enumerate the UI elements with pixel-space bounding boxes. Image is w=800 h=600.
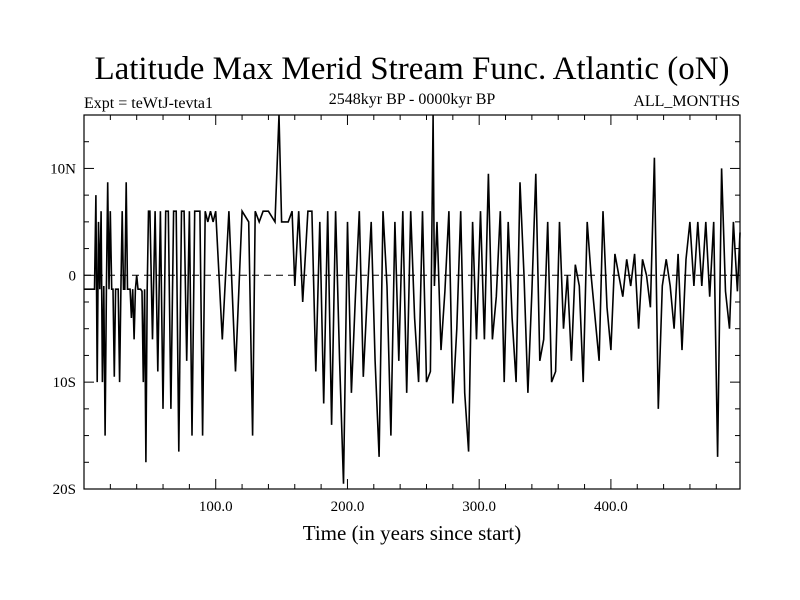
y-axis-tick-labels: 10N 0 10S 20S xyxy=(50,161,76,498)
y-tick-label: 10S xyxy=(53,375,76,391)
y-tick-label: 0 xyxy=(69,268,77,284)
x-axis-label: Time (in years since start) xyxy=(303,521,522,545)
y-tick-label: 20S xyxy=(53,482,76,498)
experiment-label: Expt = teWtJ-tevta1 xyxy=(84,95,213,112)
period-label: 2548kyr BP - 0000kyr BP xyxy=(329,91,496,108)
axis-ticks xyxy=(84,114,740,490)
plot-frame xyxy=(83,114,741,490)
months-label: ALL_MONTHS xyxy=(633,93,740,110)
x-tick-label: 100.0 xyxy=(199,499,233,515)
chart-title: Latitude Max Merid Stream Func. Atlantic… xyxy=(94,51,729,87)
series-line xyxy=(84,114,741,484)
y-tick-label: 10N xyxy=(50,161,76,177)
x-tick-label: 400.0 xyxy=(594,499,628,515)
x-axis-tick-labels: 100.0 200.0 300.0 400.0 xyxy=(199,499,628,515)
x-tick-label: 200.0 xyxy=(331,499,365,515)
x-tick-label: 300.0 xyxy=(462,499,496,515)
